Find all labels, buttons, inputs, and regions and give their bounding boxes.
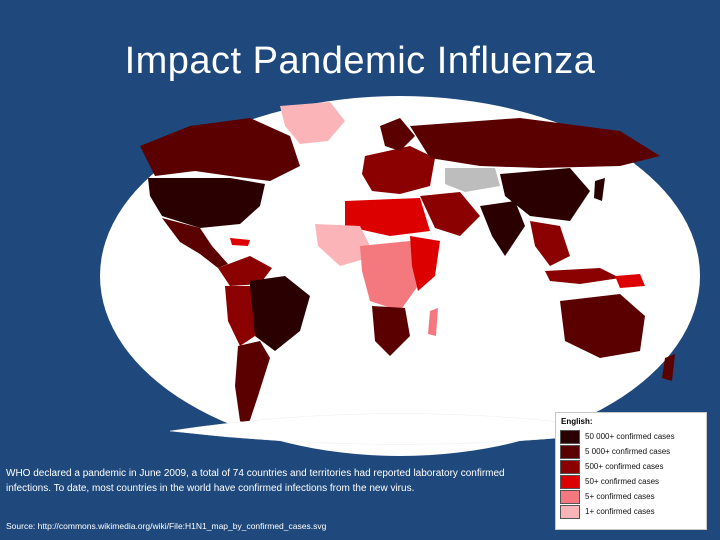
legend-item: 50 000+ confirmed cases xyxy=(560,429,706,444)
world-map xyxy=(100,96,700,456)
legend-label: 5+ confirmed cases xyxy=(585,492,655,501)
region-new-zealand xyxy=(662,354,675,381)
legend-label: 50+ confirmed cases xyxy=(585,477,660,486)
region-india xyxy=(480,201,525,256)
region-scandinavia xyxy=(380,118,415,151)
region-brazil xyxy=(250,276,310,351)
region-north-africa xyxy=(345,198,430,236)
legend-swatch xyxy=(560,474,580,489)
region-madagascar xyxy=(428,308,438,336)
legend-label: 5 000+ confirmed cases xyxy=(585,447,671,456)
region-central-africa xyxy=(360,241,425,311)
region-southern-africa xyxy=(372,306,410,356)
region-russia xyxy=(410,118,660,168)
region-canada xyxy=(140,118,300,181)
source-link[interactable]: Source: http://commons.wikimedia.org/wik… xyxy=(6,521,327,531)
region-peru-bolivia xyxy=(225,286,255,346)
region-indonesia xyxy=(545,268,620,284)
region-europe xyxy=(362,146,435,194)
map-legend: English: 50 000+ confirmed cases 5 000+ … xyxy=(555,412,707,530)
legend-item: 5+ confirmed cases xyxy=(560,489,706,504)
region-japan xyxy=(594,178,605,201)
region-china xyxy=(500,168,590,221)
legend-item: 500+ confirmed cases xyxy=(560,459,706,474)
legend-swatch xyxy=(560,489,580,504)
region-greenland xyxy=(280,102,345,144)
region-colombia-venezuela xyxy=(218,256,272,286)
legend-swatch xyxy=(560,504,580,519)
region-central-asia xyxy=(445,168,500,192)
legend-label: 50 000+ confirmed cases xyxy=(585,432,675,441)
region-caribbean xyxy=(230,238,250,246)
world-map-svg xyxy=(100,96,700,456)
description-text: WHO declared a pandemic in June 2009, a … xyxy=(6,468,505,494)
region-mexico xyxy=(162,218,228,268)
region-usa xyxy=(148,178,265,228)
legend-label: 1+ confirmed cases xyxy=(585,507,655,516)
legend-item: 50+ confirmed cases xyxy=(560,474,706,489)
region-southeast-asia xyxy=(530,221,570,266)
slide-title: Impact Pandemic Influenza xyxy=(124,40,596,82)
legend-item: 1+ confirmed cases xyxy=(560,504,706,519)
region-east-africa xyxy=(410,236,440,291)
region-papua xyxy=(615,274,645,288)
region-argentina-chile xyxy=(235,341,270,426)
legend-title: English: xyxy=(561,417,593,426)
region-west-africa xyxy=(315,224,375,266)
legend-swatch xyxy=(560,459,580,474)
region-middle-east xyxy=(420,192,480,236)
legend-label: 500+ confirmed cases xyxy=(585,462,664,471)
legend-swatch xyxy=(560,444,580,459)
legend-swatch xyxy=(560,429,580,444)
legend-item: 5 000+ confirmed cases xyxy=(560,444,706,459)
region-australia xyxy=(560,294,645,358)
